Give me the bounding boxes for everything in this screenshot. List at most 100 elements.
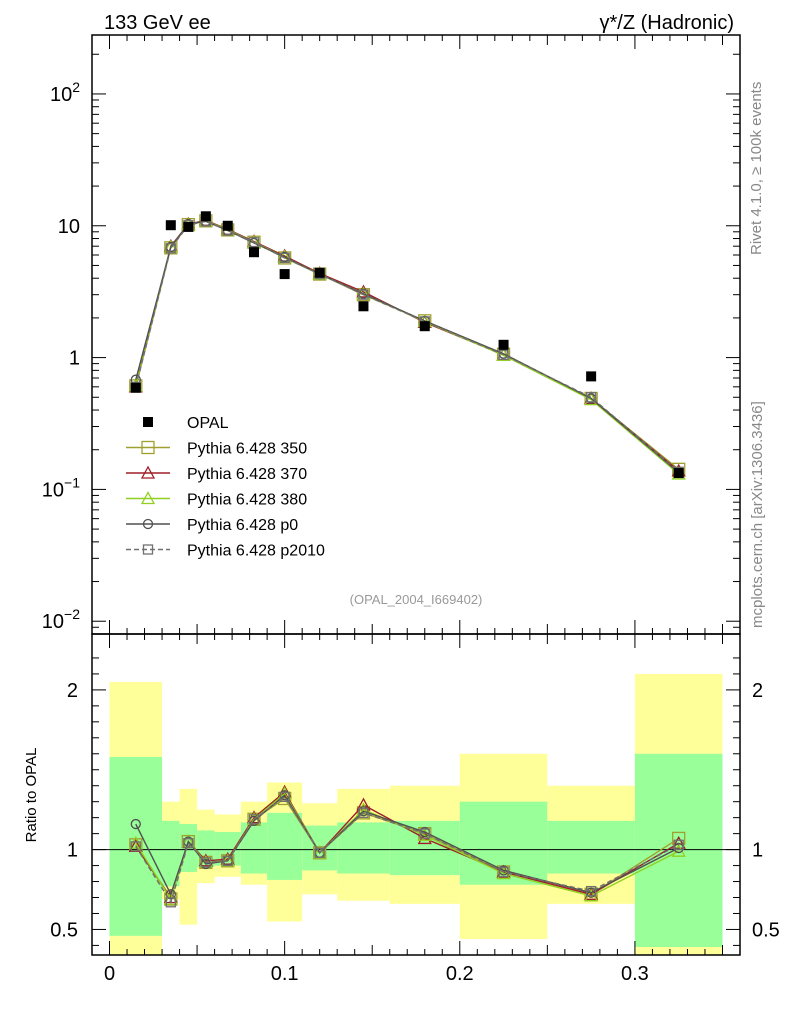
- legend: OPAL Pythia 6.428 350 Pythia 6.428 370 Pyth…: [126, 415, 325, 560]
- ratio-panel-series: [128, 784, 686, 908]
- main-ytick-label-4: 10−2: [42, 606, 80, 633]
- left-title: 133 GeV ee: [104, 12, 211, 34]
- legend-label-p2010: Pythia 6.428 p2010: [187, 543, 325, 560]
- ratio-line-p0: [135, 794, 680, 897]
- main-point-data-3: [200, 211, 211, 222]
- ratio-line-p2010: [135, 795, 680, 904]
- ratio-point-p0-0: [130, 818, 141, 830]
- legend-marker-data: [143, 417, 153, 427]
- axes: 102 10 1 10−1 10−2 0.5 0.5 1 1 2 2 0 0.1 0.2 0.3: [42, 34, 780, 985]
- legend-label-p370: Pythia 6.428 370: [187, 466, 307, 483]
- ratio-point-p2010-2: [183, 838, 194, 849]
- ratio-series-p2010: [130, 791, 684, 908]
- green-band-bin-11: [547, 820, 635, 874]
- main-point-p2010-10: [498, 349, 509, 360]
- main-point-data-2: [183, 221, 194, 232]
- legend-label-p0: Pythia 6.428 p0: [187, 517, 298, 534]
- xtick-label-1: 0.1: [271, 963, 299, 985]
- main-series-p350: [129, 214, 686, 476]
- ratio-point-p2010-6: [279, 791, 290, 803]
- main-point-data-12: [673, 468, 684, 479]
- legend-label-data: OPAL: [187, 415, 229, 432]
- green-band-bin-1: [162, 820, 180, 887]
- legend-marker-p350: [141, 440, 155, 455]
- green-band-bin-5: [240, 822, 268, 874]
- legend-entry-data: OPAL: [143, 415, 229, 432]
- main-point-data-1: [165, 220, 176, 231]
- legend-entry-p0: Pythia 6.428 p0: [126, 517, 298, 534]
- main-series-data: [130, 211, 684, 479]
- main-ytick-label-0: 102: [50, 79, 80, 106]
- main-line-p370: [135, 219, 680, 472]
- ratio-point-p380-9: [417, 827, 432, 841]
- legend-label-p350: Pythia 6.428 350: [187, 441, 307, 458]
- main-point-p2010-5: [248, 237, 260, 248]
- legend-marker-p380: [140, 491, 156, 505]
- ratio-point-p2010-7: [314, 847, 325, 858]
- main-point-data-9: [419, 321, 430, 332]
- ratio-point-p2010-11: [585, 885, 597, 897]
- ratio-ytick-label-right-0: 0.5: [752, 919, 780, 941]
- legend-marker-p0: [142, 518, 154, 530]
- green-band-bin-12: [634, 753, 723, 948]
- ratio-point-p370-4: [220, 851, 235, 865]
- main-series-p2010: [130, 216, 684, 477]
- ratio-ytick-label-right-1: 1: [752, 840, 763, 862]
- main-point-data-11: [586, 371, 597, 382]
- main-series-p0: [130, 216, 684, 478]
- ratio-ylabel: Ratio to OPAL: [23, 748, 40, 843]
- main-ytick-label-1: 10: [58, 216, 80, 238]
- xtick-label-2: 0.2: [446, 963, 474, 985]
- main-ytick-label-3: 10−1: [42, 474, 80, 501]
- ratio-point-p380-10: [496, 866, 511, 880]
- ratio-point-p2010-0: [130, 841, 141, 852]
- ratio-point-p380-12: [671, 843, 686, 857]
- main-line-p0: [135, 220, 680, 474]
- ratio-point-p2010-8: [358, 807, 369, 819]
- main-point-data-8: [358, 301, 369, 312]
- main-point-data-0: [130, 382, 141, 393]
- ratio-point-p380-1: [163, 891, 178, 905]
- main-point-data-5: [249, 247, 259, 258]
- right-title: γ*/Z (Hadronic): [600, 12, 734, 34]
- ratio-point-p2010-12: [673, 839, 684, 850]
- main-ytick-label-2: 1: [69, 348, 80, 370]
- ratio-point-p2010-1: [165, 897, 176, 908]
- legend-entry-p2010: Pythia 6.428 p2010: [126, 543, 325, 560]
- main-point-p2010-8: [358, 289, 369, 300]
- ratio-ytick-label-left-0: 0.5: [50, 919, 78, 941]
- main-point-p2010-6: [279, 252, 290, 264]
- main-point-data-7: [314, 267, 325, 278]
- side-label-bottom: mcplots.cern.ch [arXiv:1306.3436]: [749, 401, 766, 628]
- legend-entry-p350: Pythia 6.428 350: [126, 441, 307, 458]
- green-band-bin-6: [267, 812, 303, 880]
- ratio-point-p2010-10: [498, 866, 509, 878]
- ratio-point-p380-8: [356, 802, 371, 816]
- main-panel-series: [128, 211, 686, 480]
- main-series-p370: [128, 212, 686, 477]
- main-point-data-10: [498, 339, 509, 350]
- ratio-point-p2010-9: [419, 828, 430, 839]
- green-band-bin-0: [109, 756, 163, 936]
- legend-entry-p370: Pythia 6.428 370: [126, 465, 307, 483]
- legend-entry-p380: Pythia 6.428 380: [126, 491, 307, 509]
- main-point-p2010-11: [585, 392, 597, 403]
- ratio-ytick-label-right-2: 2: [752, 680, 763, 702]
- ratio-ytick-label-left-2: 2: [67, 680, 78, 702]
- legend-marker-p2010: [142, 544, 154, 555]
- analysis-id: (OPAL_2004_I669402): [350, 592, 483, 607]
- main-point-data-4: [222, 220, 233, 231]
- main-point-p370-8: [356, 284, 371, 298]
- uncertainty-bands: [109, 673, 723, 955]
- ratio-frame: [91, 633, 741, 956]
- legend-label-p380: Pythia 6.428 380: [187, 492, 307, 509]
- xtick-label-3: 0.3: [621, 963, 649, 985]
- ratio-point-p380-6: [277, 786, 292, 800]
- main-point-data-6: [279, 269, 290, 280]
- ratio-point-p380-0: [128, 835, 143, 849]
- ratio-ytick-label-left-1: 1: [67, 840, 78, 862]
- green-band-bin-8: [337, 822, 390, 874]
- main-line-p350: [135, 220, 680, 470]
- legend-marker-p370: [140, 465, 156, 479]
